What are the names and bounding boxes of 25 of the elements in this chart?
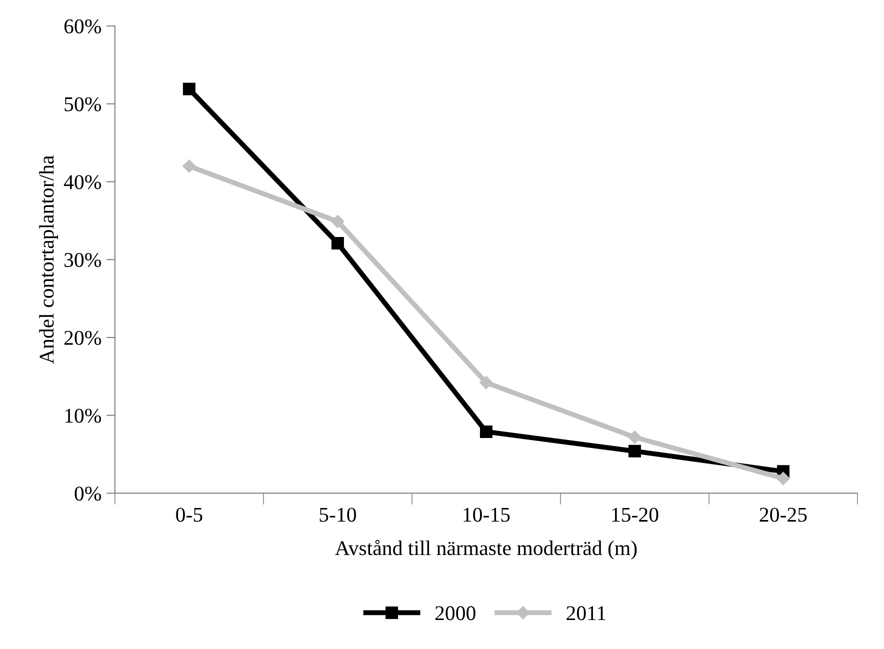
y-tick-label: 20%: [64, 330, 102, 345]
y-tick-label: 10%: [65, 408, 102, 423]
x-tick-label: 15-20: [612, 508, 658, 522]
point: [776, 472, 790, 486]
y-tick-label: 40%: [64, 175, 102, 190]
point: [628, 444, 641, 458]
legend-label: 2000: [435, 606, 476, 620]
point: [480, 425, 492, 438]
point: [480, 376, 493, 390]
x-tick-label: 0-5: [176, 508, 202, 522]
point: [182, 82, 196, 96]
y-tick-label: 30%: [64, 252, 102, 268]
y-tick-label: 50%: [64, 97, 102, 112]
x-axis-title: Avstånd till närmaste moderträd (m): [335, 540, 637, 560]
point: [331, 214, 344, 228]
point: [331, 236, 344, 250]
x-tick-label: 5-10: [320, 508, 356, 522]
y-axis-title: Andel contortaplantor/ha: [39, 155, 58, 364]
x-tick-label: 20-25: [760, 508, 807, 522]
y-tick-label: 0%: [74, 486, 102, 501]
x-tick-label: 10-15: [464, 508, 510, 522]
point: [628, 430, 642, 444]
y-tick-label: 60%: [64, 19, 102, 34]
point: [182, 160, 196, 173]
legend-label: 2011: [566, 606, 606, 620]
